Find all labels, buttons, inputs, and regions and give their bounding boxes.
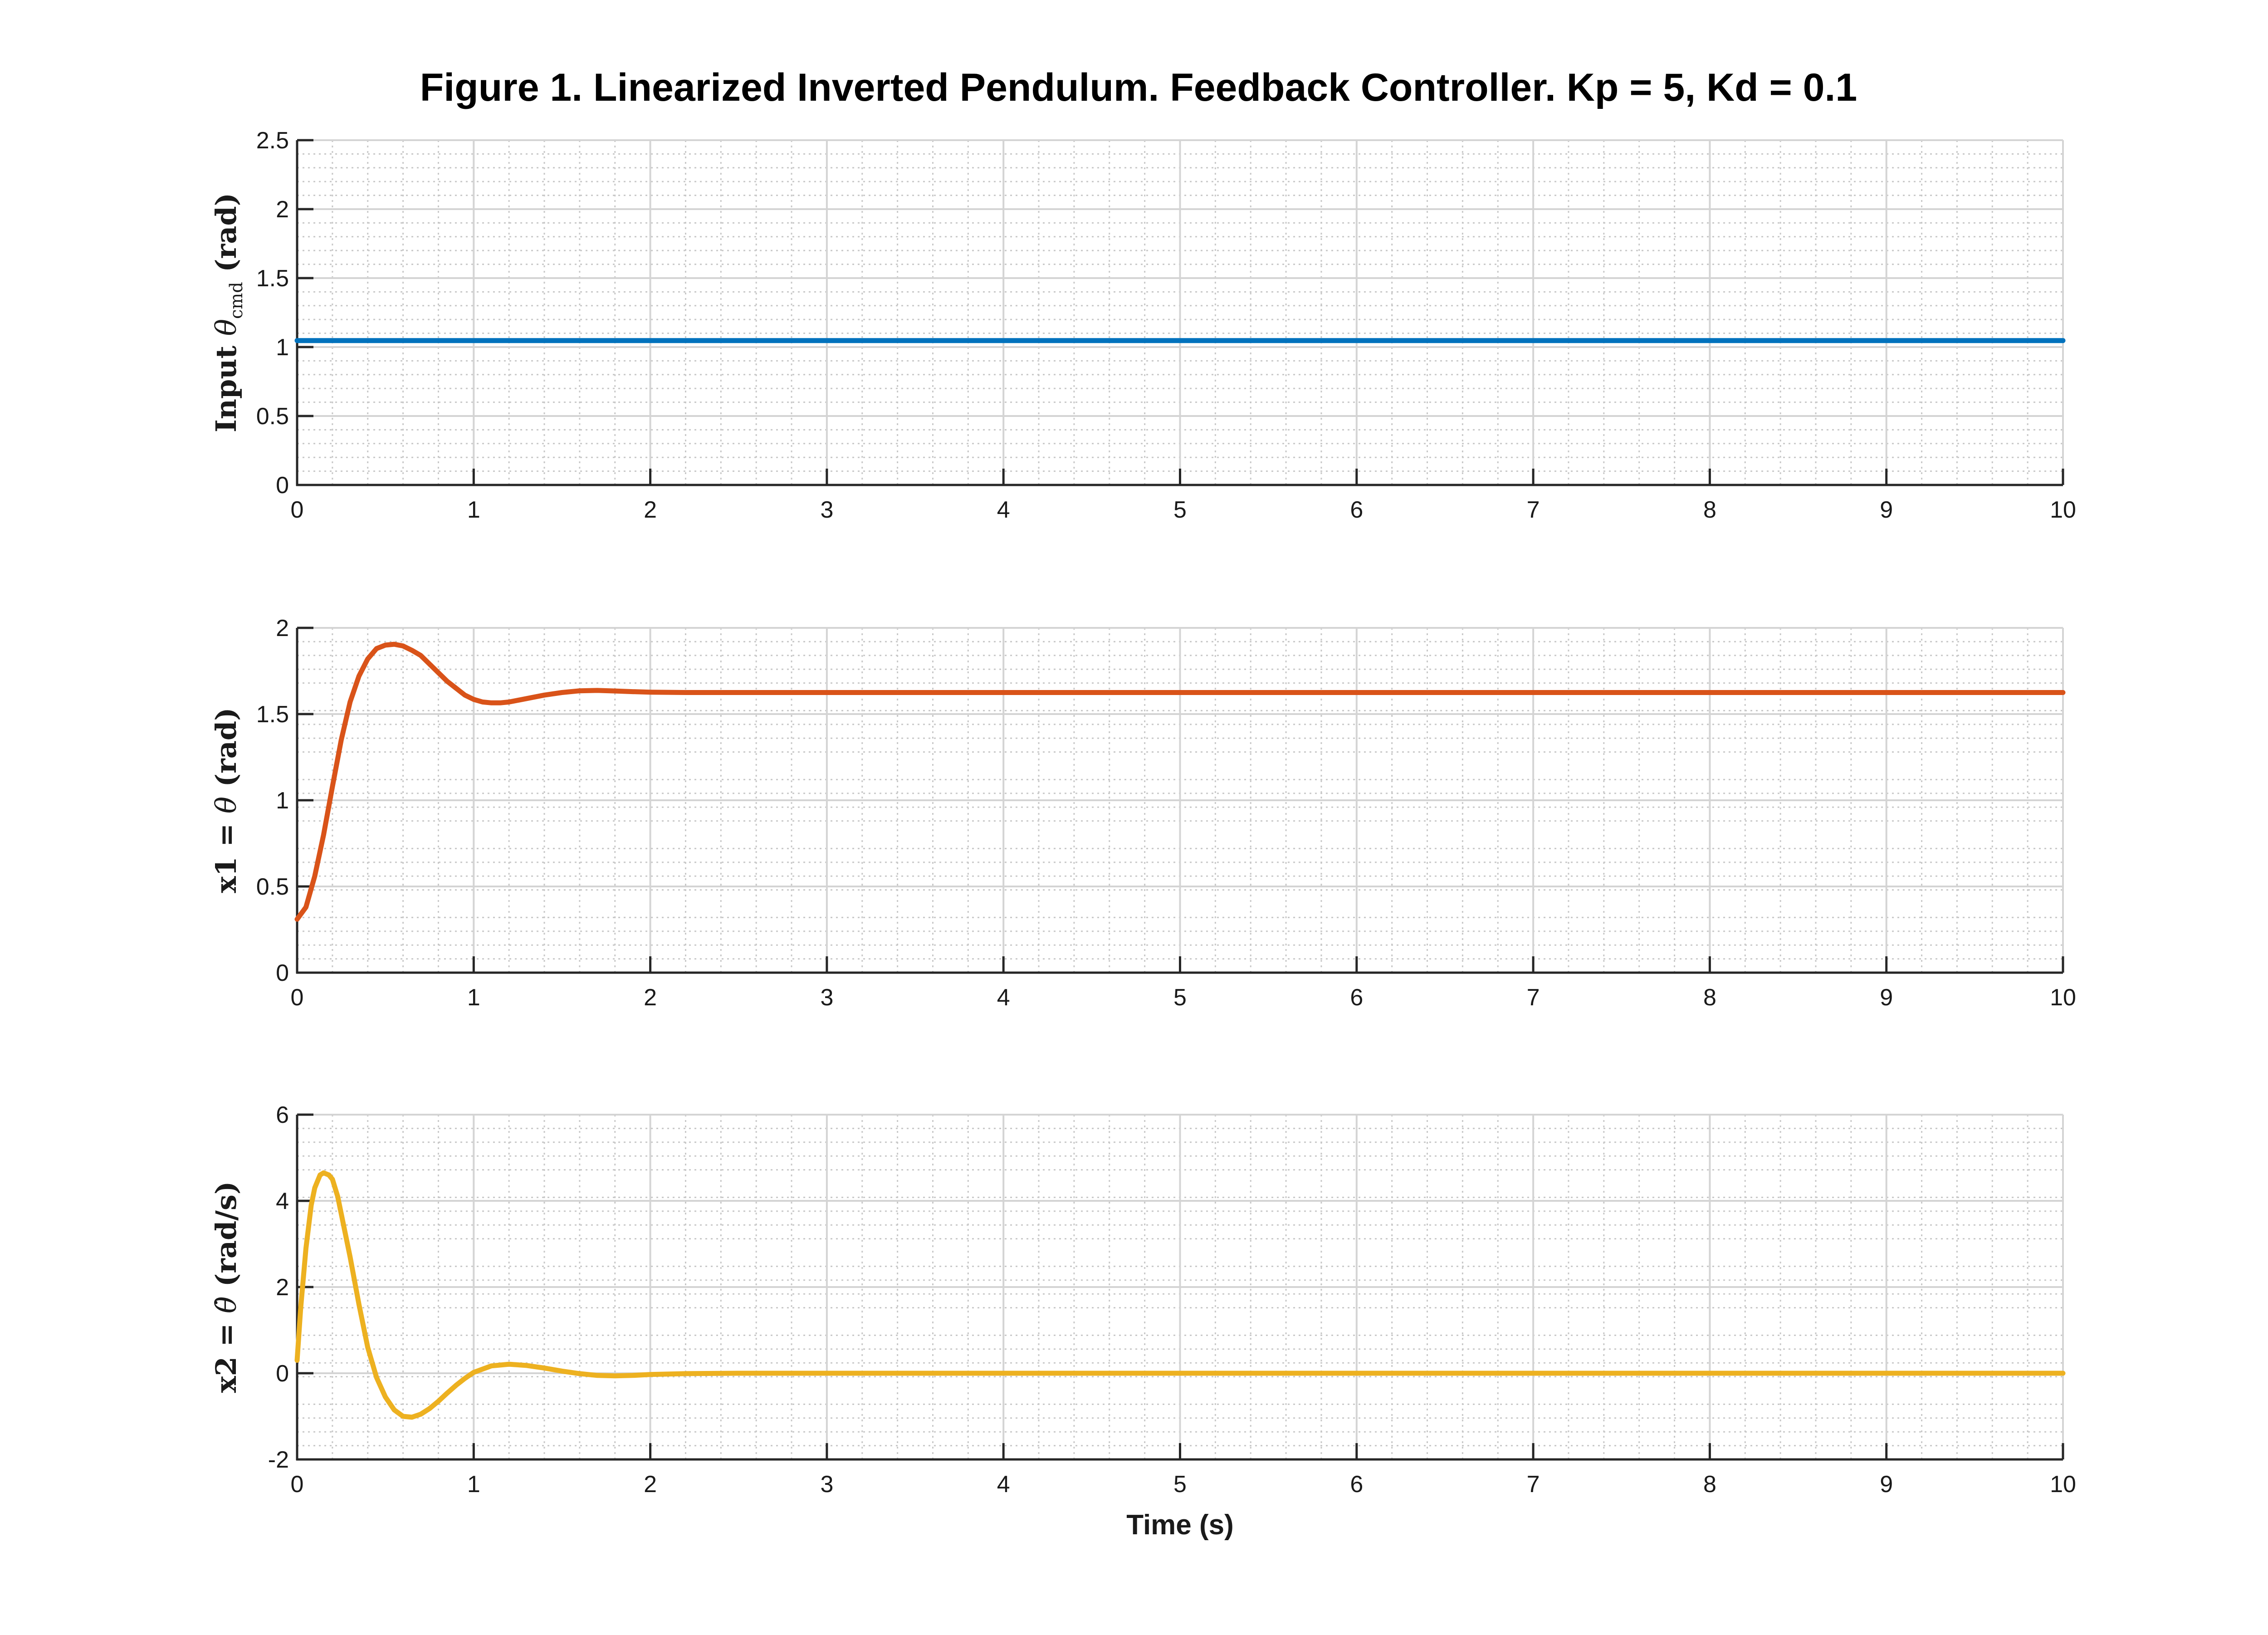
y-tick-label: 0.5 — [256, 403, 289, 430]
x-tick-label: 3 — [820, 497, 833, 523]
x-tick-label: 1 — [467, 497, 480, 523]
series-line-2 — [294, 641, 2066, 922]
y-axis-label: x1 = θ (rad) — [210, 707, 243, 893]
x-tick-label: 2 — [644, 497, 657, 523]
y-tick-label: 2 — [276, 1274, 289, 1301]
x-tick-label: 9 — [1880, 497, 1893, 523]
y-tick-label: 1 — [276, 788, 289, 814]
y-axis-label-subscript: cmd — [226, 282, 246, 319]
x-tick-label: 1 — [467, 984, 480, 1011]
figure-title: Figure 1. Linearized Inverted Pendulum. … — [420, 66, 1857, 109]
y-tick-label: 0 — [276, 1361, 289, 1387]
x-tick-label: 0 — [291, 984, 304, 1011]
y-tick-label: 2 — [276, 196, 289, 223]
x-tick-label: 6 — [1350, 984, 1363, 1011]
x-tick-label: 5 — [1173, 984, 1187, 1011]
y-tick-label: 4 — [276, 1188, 289, 1214]
x-tick-label: 8 — [1703, 984, 1716, 1011]
y-tick-label: 6 — [276, 1102, 289, 1128]
x-axis-label: Time (s) — [1126, 1509, 1234, 1541]
y-tick-label: 2.5 — [256, 127, 289, 154]
y-axis-label-prefix: x2 = — [210, 1313, 243, 1393]
y-axis-label: x2 = θ̇ (rad/s) — [210, 1181, 243, 1393]
x-tick-label: 10 — [2050, 984, 2076, 1011]
x-tick-label: 1 — [467, 1471, 480, 1498]
y-axis-label-suffix: (rad) — [210, 193, 243, 282]
x-tick-label: 7 — [1527, 497, 1540, 523]
x-tick-label: 4 — [997, 1471, 1010, 1498]
x-tick-label: 2 — [644, 984, 657, 1011]
x-tick-label: 0 — [291, 1471, 304, 1498]
y-tick-label: 1.5 — [256, 701, 289, 728]
x-tick-label: 3 — [820, 984, 833, 1011]
x-tick-label: 7 — [1527, 984, 1540, 1011]
subplot-2: 0 1 2 3 4 5 6 7 8 9 10 0 0.5 1 1.5 2 x1 = θ (rad) — [210, 615, 2076, 1011]
subplot-1: 0 1 2 3 4 5 6 7 8 9 10 0 0.5 1 1.5 2 2.5 Input θcmd (rad) — [210, 127, 2076, 523]
x-tick-label: 4 — [997, 497, 1010, 523]
y-axis-label-prefix: x1 = — [210, 813, 243, 893]
y-tick-label: -2 — [268, 1447, 289, 1473]
y-axis-label-prefix: Input — [210, 336, 243, 432]
y-axis-label: Input θcmd (rad) — [210, 193, 246, 432]
x-tick-label: 9 — [1880, 1471, 1893, 1498]
y-tick-label: 1 — [276, 334, 289, 361]
y-tick-label: 0.5 — [256, 874, 289, 900]
y-axis-label-symbol: θ̇ — [210, 1297, 243, 1313]
x-tick-label: 8 — [1703, 1471, 1716, 1498]
x-tick-label: 6 — [1350, 497, 1363, 523]
y-axis-label-suffix: (rad/s) — [210, 1181, 243, 1297]
x-tick-label: 10 — [2050, 497, 2076, 523]
x-tick-label: 3 — [820, 1471, 833, 1498]
y-tick-label: 2 — [276, 615, 289, 641]
x-tick-label: 5 — [1173, 497, 1187, 523]
x-tick-label: 4 — [997, 984, 1010, 1011]
series-line-3 — [294, 1170, 2066, 1420]
x-tick-label: 7 — [1527, 1471, 1540, 1498]
x-tick-label: 9 — [1880, 984, 1893, 1011]
x-tick-label: 6 — [1350, 1471, 1363, 1498]
x-tick-label: 10 — [2050, 1471, 2076, 1498]
y-tick-label: 0 — [276, 472, 289, 499]
y-axis-label-symbol: θ — [210, 319, 243, 336]
y-axis-label-suffix: (rad) — [210, 707, 243, 796]
x-tick-label: 2 — [644, 1471, 657, 1498]
y-tick-label: 1.5 — [256, 265, 289, 292]
x-tick-label: 0 — [291, 497, 304, 523]
x-tick-label: 5 — [1173, 1471, 1187, 1498]
x-tick-label: 8 — [1703, 497, 1716, 523]
y-tick-label: 0 — [276, 960, 289, 986]
y-axis-label-symbol: θ — [210, 797, 243, 813]
